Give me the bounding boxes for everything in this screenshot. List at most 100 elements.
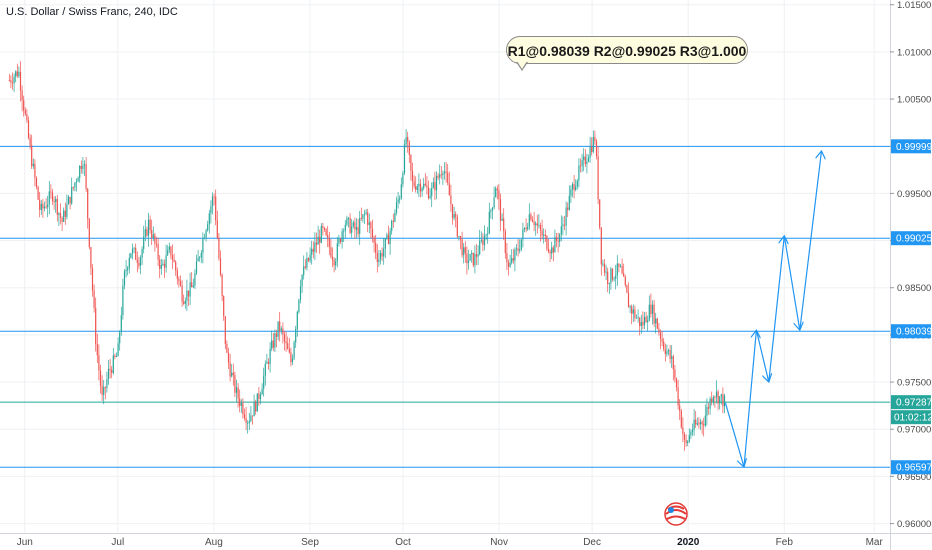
x-tick-label: Jul — [111, 537, 124, 548]
candle-body — [320, 226, 322, 243]
candle-body — [285, 341, 287, 344]
candle-body — [199, 257, 201, 259]
candle-body — [162, 263, 164, 265]
candle-body — [613, 278, 615, 280]
watermark-logo — [664, 502, 688, 526]
candle-body — [317, 236, 319, 245]
candle-body — [483, 235, 486, 246]
candle-body — [440, 174, 442, 176]
candle-body — [661, 338, 663, 342]
x-tick-label: Jun — [17, 537, 33, 548]
candle-body — [373, 237, 375, 243]
candle-body — [11, 82, 14, 84]
candle-body — [717, 391, 719, 404]
candle-body — [711, 398, 713, 402]
candle-body — [693, 419, 695, 430]
level-label: 0.97287 — [896, 398, 932, 409]
candle-body — [343, 230, 345, 232]
candle-body — [559, 234, 561, 242]
candle-body — [80, 165, 82, 169]
candle-body — [298, 299, 300, 312]
level-label: 0.99025 — [896, 234, 932, 245]
candle-body — [514, 249, 516, 261]
candle-body — [63, 210, 65, 222]
candle-body — [51, 192, 54, 201]
candle-body — [696, 423, 698, 425]
candle-body — [279, 321, 281, 331]
candle-body — [210, 206, 212, 214]
candle-body — [69, 196, 71, 204]
candle-body — [543, 234, 545, 236]
candle-body — [117, 343, 119, 356]
candle-body — [183, 301, 185, 304]
projection-path[interactable] — [724, 151, 822, 468]
candle-body — [104, 387, 106, 389]
candle-body — [589, 146, 591, 158]
projection-leg[interactable] — [724, 402, 744, 467]
candle-body — [259, 394, 262, 399]
candle-body — [314, 242, 316, 252]
candle-body — [528, 214, 530, 227]
candle-body — [381, 252, 383, 257]
projection-leg[interactable] — [799, 151, 822, 331]
y-tick-label: 0.96500 — [897, 472, 931, 483]
candle-body — [664, 349, 666, 354]
candle-body — [623, 273, 625, 277]
candle-body — [205, 230, 207, 238]
candle-body — [235, 387, 238, 393]
candle-body — [344, 224, 346, 231]
candle-body — [680, 410, 682, 428]
projection-leg[interactable] — [783, 235, 800, 330]
candle-body — [379, 252, 382, 260]
candle-body — [295, 328, 297, 343]
candle-body — [458, 236, 460, 237]
candle-body — [691, 429, 694, 433]
candle-body — [351, 226, 353, 233]
x-tick-label: Nov — [490, 537, 508, 548]
candle-body — [10, 80, 12, 83]
candle-body — [127, 267, 129, 270]
candle-body — [469, 254, 471, 261]
candle-body — [563, 224, 566, 226]
candle-body — [96, 343, 98, 356]
projection-leg[interactable] — [755, 330, 768, 382]
candle-body — [250, 415, 252, 422]
candle-body — [439, 174, 441, 178]
y-tick-label: 0.98500 — [897, 283, 931, 294]
candle-body — [64, 210, 66, 217]
projection-leg[interactable] — [768, 236, 785, 383]
candle-body — [419, 183, 422, 192]
candle-body — [672, 356, 674, 370]
x-tick-label: Aug — [205, 537, 223, 548]
candle-body — [91, 268, 94, 291]
candle-body — [576, 180, 578, 187]
candle-body — [677, 387, 679, 406]
candle-body — [266, 361, 268, 364]
candle-body — [405, 137, 407, 145]
candle-body — [512, 258, 514, 261]
candle-body — [288, 349, 290, 353]
candle-body — [434, 182, 436, 191]
candle-body — [475, 253, 478, 257]
candle-body — [375, 242, 377, 254]
candle-body — [88, 218, 90, 248]
candle-body — [8, 80, 10, 81]
candle-body — [61, 217, 63, 222]
candle-body — [333, 259, 335, 266]
callout-note[interactable]: R1@0.98039 R2@0.99025 R3@1.000 — [506, 36, 748, 64]
candle-body — [181, 285, 183, 302]
candle-body — [448, 182, 450, 196]
candle-body — [472, 252, 474, 266]
candle-body — [546, 236, 548, 249]
projection-leg[interactable] — [743, 330, 756, 468]
candle-body — [659, 332, 662, 339]
candle-body — [208, 213, 210, 225]
candle-body — [663, 341, 665, 350]
candle-body — [346, 218, 348, 225]
level-label-box — [891, 395, 931, 410]
candle-body — [367, 212, 369, 225]
candle-body — [435, 175, 438, 191]
horizontal-levels[interactable] — [0, 145, 890, 468]
